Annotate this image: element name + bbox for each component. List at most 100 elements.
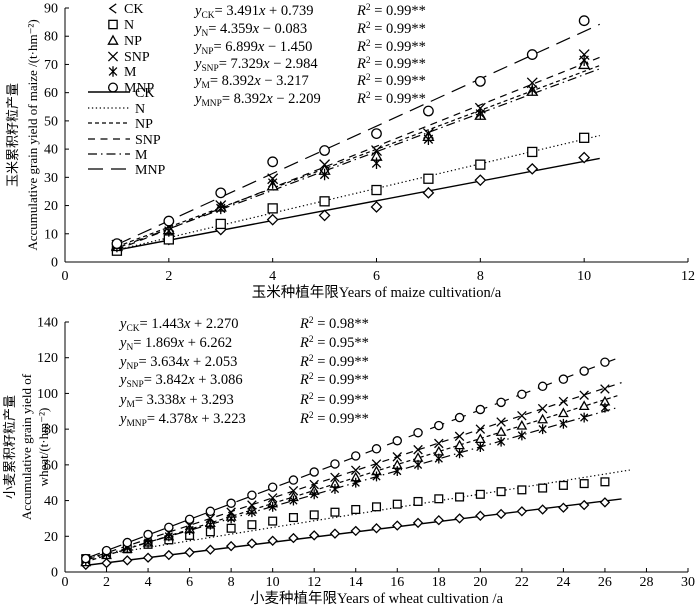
point-SNP xyxy=(392,452,403,462)
x-tick-label: 6 xyxy=(373,269,380,284)
point-N xyxy=(319,196,330,207)
r-squared-M: R2 = 0.99** xyxy=(299,392,369,408)
point-MNP xyxy=(474,75,486,87)
maize-yield-chart: 0 2 4 6 8 10 12 0 10 20 30 40 50 60 70 80 90 玉米种植年限Years … xyxy=(5,2,695,302)
square-marker-icon xyxy=(330,507,340,517)
star-marker-icon xyxy=(330,484,340,494)
point-M xyxy=(289,495,298,506)
diamond-marker-icon xyxy=(101,557,112,569)
diamond-marker-icon xyxy=(599,497,611,508)
point-MNP xyxy=(122,537,133,548)
x-tick-label: 4 xyxy=(145,575,152,590)
x-marker-icon xyxy=(330,472,340,483)
legend-label: MNP xyxy=(124,81,155,96)
diamond-marker-icon xyxy=(392,520,403,531)
x-tick-label: 4 xyxy=(269,269,276,284)
point-N xyxy=(579,132,590,143)
star-marker-icon xyxy=(164,225,174,237)
x-tick-label: 2 xyxy=(103,575,110,590)
point-N xyxy=(309,510,319,520)
point-M xyxy=(164,531,173,542)
square-marker-icon xyxy=(392,499,402,509)
equation-CK: yCK= 1.443x + 2.270 xyxy=(118,316,238,334)
r-squared-MNP: R2 = 0.99** xyxy=(356,91,426,107)
star-marker-icon xyxy=(496,436,506,447)
circle-marker-icon xyxy=(267,156,279,168)
square-marker-icon xyxy=(558,480,568,490)
legend-label: SNP xyxy=(124,50,150,65)
point-SNP xyxy=(350,465,361,475)
point-M xyxy=(268,501,277,512)
circle-marker-icon xyxy=(143,529,153,540)
point-CK xyxy=(142,552,154,563)
square-marker-icon xyxy=(527,146,538,158)
square-marker-icon xyxy=(423,173,434,184)
equation-CK: yCK= 3.491x + 0.739 xyxy=(193,3,313,21)
point-SNP xyxy=(247,500,257,510)
point-M xyxy=(267,177,278,189)
point-M xyxy=(310,489,319,500)
x-tick-label: 28 xyxy=(639,575,653,590)
x-marker-icon xyxy=(247,500,257,510)
point-M xyxy=(579,54,589,66)
x-marker-icon xyxy=(558,396,569,407)
point-M xyxy=(247,507,257,518)
circle-marker-icon xyxy=(517,389,527,400)
point-N xyxy=(330,507,340,517)
point-NP xyxy=(557,407,569,418)
point-CK xyxy=(474,174,487,187)
point-MNP xyxy=(205,506,216,517)
legend-label: NP xyxy=(135,117,153,132)
circle-marker-icon xyxy=(111,238,123,250)
point-M xyxy=(216,202,226,215)
star-marker-icon xyxy=(517,430,526,441)
y-tick-label: 10 xyxy=(44,227,58,242)
diamond-marker-icon xyxy=(288,532,299,544)
diamond-marker-icon xyxy=(454,513,465,524)
chevron-left-marker-icon xyxy=(108,3,117,14)
fit-line-MNP xyxy=(116,23,600,246)
point-M xyxy=(371,157,382,169)
square-marker-icon xyxy=(413,496,423,506)
point-CK xyxy=(371,523,382,534)
triangle-marker-icon xyxy=(578,400,590,411)
r-squared-M: R2 = 0.99** xyxy=(356,73,426,89)
point-SNP xyxy=(267,493,278,503)
legend-marker-N xyxy=(108,19,118,30)
point-MNP xyxy=(111,238,123,250)
y-tick-label: 70 xyxy=(44,58,58,73)
equation-M: yM= 3.338x + 3.293 xyxy=(118,392,234,410)
circle-marker-icon xyxy=(205,506,216,517)
x-marker-icon xyxy=(454,431,465,442)
star-marker-icon xyxy=(267,177,278,189)
y-tick-label: 20 xyxy=(44,199,58,214)
x-axis-title: 小麦种植年限Years of wheat cultivation /a xyxy=(250,590,504,607)
point-MNP xyxy=(164,522,174,533)
x-tick-label: 24 xyxy=(556,575,570,590)
x-tick-label: 22 xyxy=(515,575,529,590)
x-marker-icon xyxy=(319,159,331,171)
y-axis-title-line: Accumulative grain yield of xyxy=(19,373,34,520)
fit-line-MNP xyxy=(85,358,616,559)
circle-marker-icon xyxy=(319,145,330,156)
point-MNP xyxy=(371,128,382,139)
point-CK xyxy=(246,538,258,549)
point-MNP xyxy=(579,366,589,376)
point-MNP xyxy=(517,389,527,400)
square-marker-icon xyxy=(268,516,278,526)
legend-label: CK xyxy=(135,86,154,101)
circle-marker-icon xyxy=(526,49,538,60)
x-marker-icon xyxy=(371,459,382,469)
x-tick-label: 18 xyxy=(432,575,446,590)
point-M xyxy=(164,225,174,237)
x-marker-icon xyxy=(600,384,610,394)
diamond-marker-icon xyxy=(142,552,154,563)
circle-marker-icon xyxy=(164,522,174,533)
circle-marker-icon xyxy=(247,490,257,500)
star-marker-icon xyxy=(164,531,173,542)
point-N xyxy=(475,159,486,170)
point-N xyxy=(434,494,444,504)
fit-line-N xyxy=(116,134,600,251)
legend-marker-MNP xyxy=(107,82,119,93)
